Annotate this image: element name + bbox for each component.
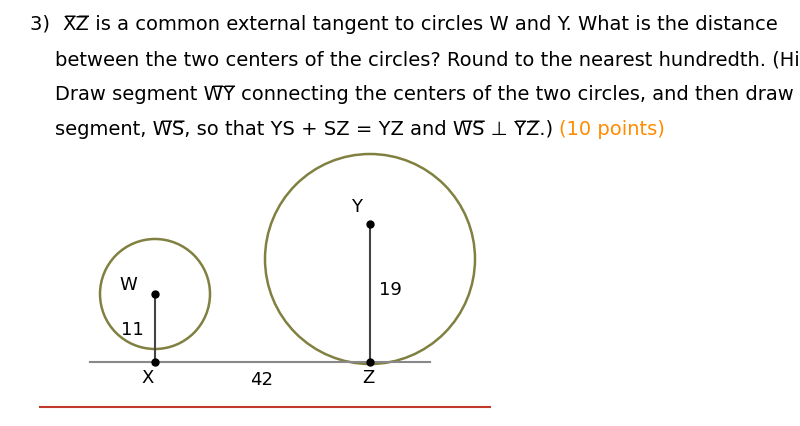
Text: Draw segment W̅Y̅ connecting the centers of the two circles, and then draw a: Draw segment W̅Y̅ connecting the centers… (55, 85, 800, 104)
Text: is a common external tangent to circles W and Y. What is the distance: is a common external tangent to circles … (90, 15, 778, 34)
Text: 19: 19 (378, 280, 402, 298)
Text: between the two centers of the circles? Round to the nearest hundredth. (Hint:: between the two centers of the circles? … (55, 50, 800, 69)
Text: 3): 3) (30, 15, 62, 34)
Text: Y: Y (351, 198, 362, 216)
Text: W: W (119, 275, 137, 294)
Text: 11: 11 (121, 320, 143, 338)
Text: (10 points): (10 points) (559, 120, 666, 139)
Text: segment, W̅S̅, so that YS + SZ = YZ and W̅S̅ ⊥ Y̅Z̅.): segment, W̅S̅, so that YS + SZ = YZ and … (55, 120, 559, 139)
Text: X: X (142, 368, 154, 386)
Text: X̅Z̅: X̅Z̅ (62, 15, 90, 34)
Text: Z: Z (362, 368, 374, 386)
Text: 42: 42 (250, 370, 274, 388)
